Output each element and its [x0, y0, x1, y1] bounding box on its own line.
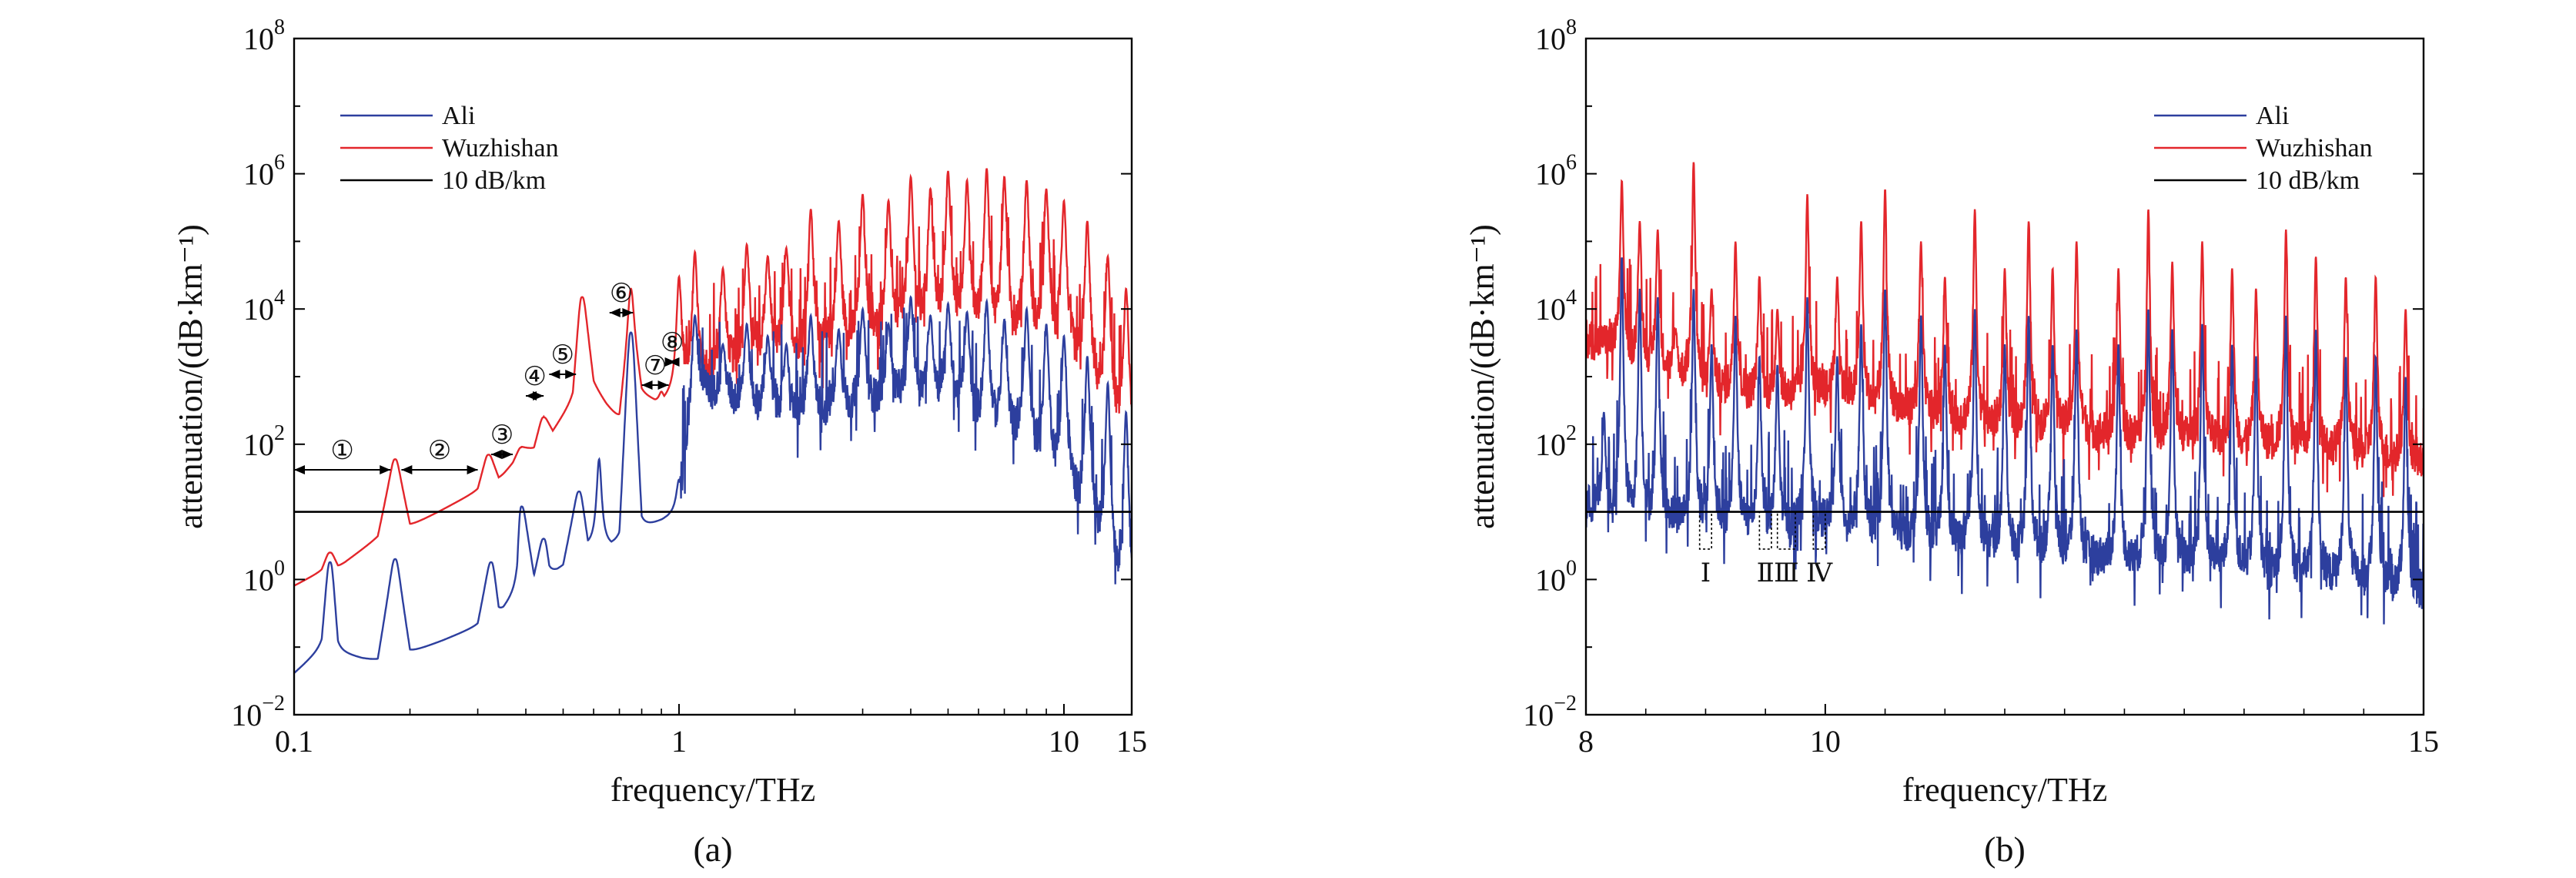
x-tick-label: 10 [1810, 724, 1841, 759]
y-tick-label: 108 [1535, 15, 1577, 56]
legend-label: 10 dB/km [2256, 166, 2360, 195]
arrow-head [490, 450, 502, 459]
y-tick-label: 104 [243, 286, 285, 327]
band-label: ① [330, 437, 353, 465]
panel-caption: (a) [693, 829, 732, 869]
arrow-head [609, 308, 621, 317]
y-tick-label: 10−2 [231, 692, 285, 732]
y-axis-label: attenuation/(dB·km⁻¹) [172, 224, 209, 529]
arrow-head [622, 308, 634, 317]
arrow-head [641, 380, 653, 390]
band-label: ③ [490, 421, 514, 450]
transmission-window [1758, 511, 1772, 550]
window-label: Ⅲ [1774, 559, 1799, 588]
arrow-head [294, 465, 305, 474]
x-tick-label: 1 [671, 724, 687, 759]
x-axis-label: frequency/THz [1902, 771, 2107, 809]
legend-label: Ali [2256, 102, 2289, 130]
x-axis-label: frequency/THz [611, 771, 815, 809]
panel-b-chart: 10−2 100 102 104 106 108 8 10 15 frequency/THz att… [1464, 15, 2439, 869]
window-label: Ⅳ [1806, 559, 1833, 588]
x-tick-label: 10 [1049, 724, 1079, 759]
y-axis-label: attenuation/(dB·km⁻¹) [1464, 224, 1501, 529]
arrow-head [565, 370, 577, 379]
legend-label: Ali [442, 102, 475, 130]
legend-label: Wuzhishan [2256, 134, 2373, 163]
band-label: ⑥ [610, 280, 633, 308]
band-label: ② [428, 437, 451, 465]
y-tick-label: 10−2 [1523, 692, 1577, 732]
arrow-head [549, 370, 560, 379]
ali-series-line [1586, 256, 2424, 625]
transmission-window [1812, 511, 1826, 550]
x-tick-label: 15 [1116, 724, 1147, 759]
wuzhishan-series-line [1586, 162, 2424, 498]
x-tick-label: 0.1 [275, 724, 313, 759]
panel-a-chart: 10−2 100 102 104 106 108 0.1 1 10 15 frequency/THz… [172, 15, 1147, 869]
legend-label: 10 dB/km [442, 166, 546, 195]
band-label: ⑦ [644, 352, 667, 380]
wuzhishan-series-line [294, 168, 1132, 587]
panel-caption: (b) [1984, 829, 2026, 869]
y-tick-label: 102 [1535, 421, 1577, 462]
band-label: ④ [523, 363, 546, 391]
arrow-head [502, 450, 514, 459]
window-label: Ⅱ [1757, 559, 1775, 588]
band-label: ⑧ [661, 329, 684, 357]
y-tick-label: 106 [1535, 151, 1577, 192]
arrow-head [526, 391, 537, 400]
legend-label: Wuzhishan [442, 134, 559, 163]
arrow-head [401, 465, 413, 474]
arrow-head [467, 465, 478, 474]
arrow-head [657, 380, 669, 390]
y-tick-label: 104 [1535, 286, 1577, 327]
y-tick-label: 100 [243, 556, 285, 597]
x-tick-label: 15 [2408, 724, 2439, 759]
y-tick-label: 106 [243, 151, 285, 192]
band-label: ⑤ [551, 341, 574, 370]
y-tick-label: 108 [243, 15, 285, 56]
x-tick-label: 8 [1578, 724, 1594, 759]
arrow-head [380, 465, 391, 474]
ali-series-line [294, 295, 1132, 674]
transmission-window [1698, 511, 1713, 550]
arrow-head [668, 357, 680, 367]
window-label: Ⅰ [1701, 559, 1711, 588]
y-tick-label: 102 [243, 421, 285, 462]
y-tick-label: 100 [1535, 556, 1577, 597]
